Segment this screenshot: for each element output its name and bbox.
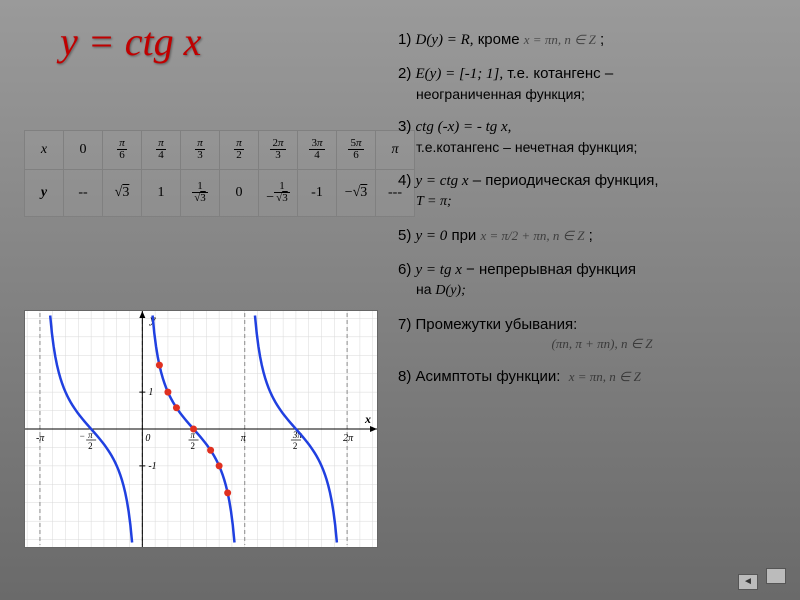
svg-text:π: π (241, 433, 247, 444)
svg-text:2π: 2π (343, 433, 354, 444)
prop-8: 8) Асимптоты функции: x = πn, n ∈ Z (398, 367, 788, 387)
prop-5: 5) y = 0 при x = π/2 + πn, n ∈ Z ; (398, 226, 788, 246)
prop-4: 4) y = ctg x – периодическая функция, T … (398, 171, 788, 212)
properties-list: 1) D(y) = R, кроме x = πn, n ∈ Z ; 2) E(… (398, 30, 788, 401)
prop-3: 3) ctg (-x) = - tg x, т.е.котангенс – не… (398, 117, 788, 156)
values-table: x0π6π4π3π22π33π45π6π y--√311√30−1√3-1−√3… (24, 130, 415, 217)
prop-1: 1) D(y) = R, кроме x = πn, n ∈ Z ; (398, 30, 788, 50)
cotangent-chart: -π−π20π2π3π22π1-1xy (24, 310, 378, 548)
svg-text:2: 2 (293, 441, 298, 451)
svg-text:2: 2 (191, 441, 196, 451)
svg-text:-1: -1 (148, 461, 156, 472)
svg-text:−: − (79, 431, 85, 441)
prop-2: 2) E(y) = [-1; 1], т.е. котангенс – неог… (398, 64, 788, 103)
nav-back-button[interactable]: ◄ (738, 574, 758, 590)
svg-text:x: x (364, 412, 371, 426)
svg-text:0: 0 (145, 433, 150, 444)
nav-forward-button[interactable] (766, 568, 786, 584)
prop-6: 6) y = tg x − непрерывная функция на D(y… (398, 260, 788, 301)
nav-buttons: ◄ (734, 568, 786, 590)
svg-text:-π: -π (36, 433, 45, 444)
page-title: y = ctg x (60, 18, 201, 65)
svg-text:2: 2 (88, 441, 93, 451)
prop-7: 7) Промежутки убывания: (πn, π + πn), n … (398, 315, 788, 353)
svg-text:1: 1 (148, 387, 153, 398)
